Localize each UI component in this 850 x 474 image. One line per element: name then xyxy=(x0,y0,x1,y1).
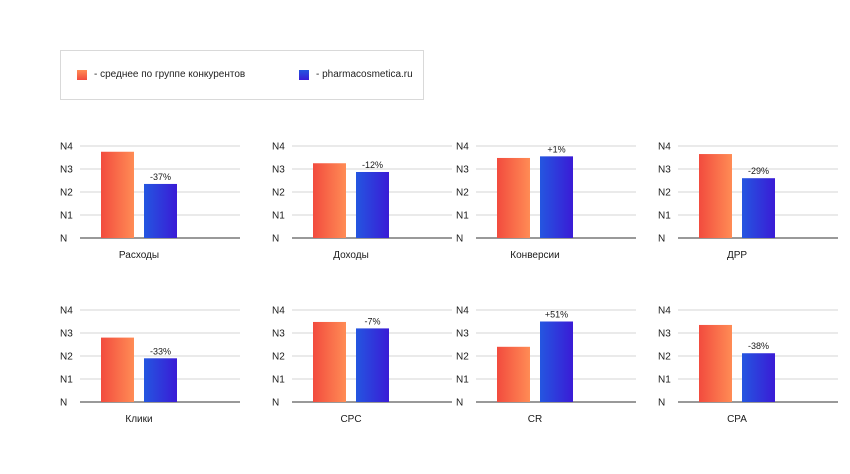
chart-1: N N1 N2 N3 N4 -37% Расходы xyxy=(60,140,240,270)
change-label: +51% xyxy=(545,310,568,320)
change-label: -33% xyxy=(150,346,171,356)
legend-label-competitors: - среднее по группе конкурентов xyxy=(94,69,246,80)
y-tick-label: N3 xyxy=(658,329,671,340)
change-label: -37% xyxy=(150,172,171,182)
chart-svg: N N1 N2 N3 N4 -33% xyxy=(60,306,240,409)
y-tick-label: N xyxy=(60,234,67,245)
change-label: -38% xyxy=(748,341,769,351)
category-label: CPC xyxy=(340,414,362,425)
y-tick-label: N1 xyxy=(272,375,285,386)
y-tick-label: N3 xyxy=(272,165,285,176)
y-tick-label: N1 xyxy=(272,211,285,222)
legend-item-competitors: - среднее по группе конкурентов xyxy=(77,69,245,80)
y-tick-label: N xyxy=(658,234,665,245)
y-tick-label: N3 xyxy=(456,329,469,340)
y-tick-label: N xyxy=(658,398,665,409)
category-label: Конверсии xyxy=(510,250,560,261)
chart-svg: N N1 N2 N3 N4 -37% xyxy=(60,142,240,245)
y-tick-label: N3 xyxy=(658,165,671,176)
category-label: ДРР xyxy=(726,250,748,261)
legend-label-site: - pharmacosmetica.ru xyxy=(316,69,413,80)
chart-4: N N1 N2 N3 N4 -29% ДРР xyxy=(658,140,838,270)
y-tick-label: N xyxy=(272,234,279,245)
chart-2: N N1 N2 N3 N4 -12% Доходы xyxy=(272,140,452,270)
legend-swatch-site xyxy=(299,69,309,80)
chart-3: N N1 N2 N3 N4 +1% Конверсии xyxy=(456,140,636,270)
y-tick-label: N3 xyxy=(60,165,73,176)
y-tick-label: N xyxy=(272,398,279,409)
change-label: -7% xyxy=(364,316,380,326)
category-label: CPA xyxy=(727,414,747,425)
y-tick-label: N3 xyxy=(60,329,73,340)
category-label: Клики xyxy=(125,414,153,425)
y-tick-label: N xyxy=(456,234,463,245)
chart-svg: N N1 N2 N3 N4 -29% xyxy=(658,142,838,245)
bar-site xyxy=(540,321,573,402)
legend: - среднее по группе конкурентов - pharma… xyxy=(60,50,424,100)
bar-competitors xyxy=(313,321,346,402)
category-label: Расходы xyxy=(118,250,160,261)
y-tick-label: N4 xyxy=(658,306,671,317)
legend-swatch-competitors xyxy=(77,69,87,80)
bar-competitors xyxy=(497,157,530,238)
bar-competitors xyxy=(497,346,530,402)
y-tick-label: N2 xyxy=(456,352,469,363)
y-tick-label: N2 xyxy=(60,352,73,363)
y-tick-label: N3 xyxy=(272,329,285,340)
bar-site xyxy=(356,171,389,238)
y-tick-label: N4 xyxy=(60,142,73,153)
bar-competitors xyxy=(101,337,134,402)
bar-site xyxy=(742,353,775,402)
y-tick-label: N1 xyxy=(456,211,469,222)
bar-site xyxy=(144,358,177,402)
y-tick-label: N4 xyxy=(456,142,469,153)
bar-competitors xyxy=(699,154,732,238)
y-tick-label: N1 xyxy=(658,211,671,222)
y-tick-label: N xyxy=(456,398,463,409)
legend-item-site: - pharmacosmetica.ru xyxy=(299,69,413,80)
chart-8: N N1 N2 N3 N4 -38% CPA xyxy=(658,304,838,434)
y-tick-label: N2 xyxy=(456,188,469,199)
chart-6: N N1 N2 N3 N4 -7% CPC xyxy=(272,304,452,434)
bar-competitors xyxy=(101,151,134,238)
y-tick-label: N4 xyxy=(272,142,285,153)
y-tick-label: N4 xyxy=(60,306,73,317)
y-tick-label: N xyxy=(60,398,67,409)
category-label: Доходы xyxy=(333,250,369,261)
y-tick-label: N1 xyxy=(60,375,73,386)
chart-5: N N1 N2 N3 N4 -33% Клики xyxy=(60,304,240,434)
chart-svg: N N1 N2 N3 N4 +1% xyxy=(456,142,636,245)
bar-competitors xyxy=(699,324,732,402)
chart-7: N N1 N2 N3 N4 +51% CR xyxy=(456,304,636,434)
chart-svg: N N1 N2 N3 N4 -38% xyxy=(658,306,838,409)
chart-svg: N N1 N2 N3 N4 -12% xyxy=(272,142,452,245)
y-tick-label: N4 xyxy=(456,306,469,317)
y-tick-label: N4 xyxy=(658,142,671,153)
y-tick-label: N2 xyxy=(272,352,285,363)
change-label: +1% xyxy=(547,144,565,154)
y-tick-label: N2 xyxy=(60,188,73,199)
y-tick-label: N1 xyxy=(658,375,671,386)
change-label: -12% xyxy=(362,160,383,170)
chart-svg: N N1 N2 N3 N4 -7% xyxy=(272,306,452,409)
bar-competitors xyxy=(313,163,346,238)
y-tick-label: N1 xyxy=(60,211,73,222)
bar-site xyxy=(540,156,573,238)
y-tick-label: N2 xyxy=(658,188,671,199)
chart-svg: N N1 N2 N3 N4 +51% xyxy=(456,306,636,409)
y-tick-label: N4 xyxy=(272,306,285,317)
y-tick-label: N1 xyxy=(456,375,469,386)
change-label: -29% xyxy=(748,166,769,176)
y-tick-label: N3 xyxy=(456,165,469,176)
bar-site xyxy=(144,183,177,238)
y-tick-label: N2 xyxy=(658,352,671,363)
bar-site xyxy=(356,328,389,402)
category-label: CR xyxy=(527,414,543,425)
y-tick-label: N2 xyxy=(272,188,285,199)
bar-site xyxy=(742,178,775,238)
